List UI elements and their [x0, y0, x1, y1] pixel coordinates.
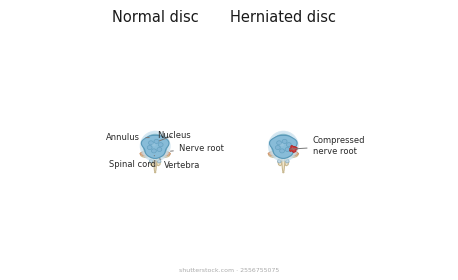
- Polygon shape: [285, 150, 299, 156]
- Text: Annulus: Annulus: [106, 133, 149, 142]
- Polygon shape: [269, 135, 297, 158]
- Ellipse shape: [268, 131, 299, 161]
- Text: Normal disc: Normal disc: [112, 10, 199, 25]
- Polygon shape: [150, 156, 155, 166]
- Ellipse shape: [282, 139, 287, 143]
- Text: shutterstock.com · 2556755075: shutterstock.com · 2556755075: [179, 268, 279, 273]
- Polygon shape: [278, 156, 283, 166]
- Polygon shape: [149, 159, 153, 163]
- Ellipse shape: [147, 146, 152, 150]
- Ellipse shape: [277, 141, 282, 145]
- Ellipse shape: [154, 153, 157, 155]
- Ellipse shape: [146, 137, 164, 155]
- Ellipse shape: [148, 141, 153, 145]
- Ellipse shape: [269, 132, 298, 160]
- Text: Spinal cord: Spinal cord: [109, 156, 156, 169]
- Polygon shape: [157, 151, 170, 157]
- Ellipse shape: [282, 153, 285, 155]
- Ellipse shape: [154, 139, 159, 143]
- Ellipse shape: [289, 147, 295, 151]
- Polygon shape: [140, 150, 153, 156]
- Ellipse shape: [286, 143, 291, 147]
- Ellipse shape: [141, 132, 169, 160]
- Ellipse shape: [272, 134, 295, 158]
- Ellipse shape: [152, 151, 159, 157]
- Polygon shape: [142, 135, 169, 158]
- Polygon shape: [268, 150, 282, 156]
- Ellipse shape: [270, 132, 297, 160]
- Ellipse shape: [152, 143, 156, 146]
- Ellipse shape: [154, 172, 156, 173]
- Ellipse shape: [285, 147, 290, 151]
- Text: Herniated disc: Herniated disc: [230, 10, 336, 25]
- Ellipse shape: [280, 149, 284, 153]
- Ellipse shape: [280, 151, 287, 157]
- Ellipse shape: [153, 152, 157, 156]
- Polygon shape: [285, 159, 289, 163]
- Ellipse shape: [292, 148, 294, 150]
- Text: Compressed
nerve root: Compressed nerve root: [290, 136, 365, 156]
- Polygon shape: [157, 159, 161, 163]
- Ellipse shape: [142, 133, 168, 159]
- Polygon shape: [285, 151, 298, 157]
- Ellipse shape: [274, 137, 293, 155]
- Ellipse shape: [143, 134, 167, 158]
- Polygon shape: [278, 159, 281, 163]
- Ellipse shape: [152, 149, 156, 153]
- Ellipse shape: [158, 143, 163, 147]
- Ellipse shape: [142, 132, 169, 160]
- Polygon shape: [285, 149, 290, 153]
- Text: Vertebra: Vertebra: [159, 159, 200, 170]
- Polygon shape: [140, 151, 153, 157]
- Ellipse shape: [270, 133, 296, 159]
- Polygon shape: [284, 156, 289, 166]
- Ellipse shape: [280, 143, 284, 146]
- Ellipse shape: [157, 147, 162, 151]
- Polygon shape: [268, 151, 282, 157]
- Ellipse shape: [275, 146, 280, 150]
- Ellipse shape: [143, 134, 168, 158]
- Polygon shape: [157, 150, 170, 156]
- Ellipse shape: [271, 134, 296, 158]
- Ellipse shape: [282, 152, 285, 156]
- Polygon shape: [289, 146, 297, 152]
- Ellipse shape: [140, 131, 170, 161]
- Text: Nerve root: Nerve root: [170, 144, 224, 153]
- Text: Nucleus: Nucleus: [157, 130, 191, 141]
- Ellipse shape: [283, 172, 284, 173]
- Polygon shape: [153, 158, 157, 172]
- Polygon shape: [282, 158, 285, 172]
- Polygon shape: [156, 156, 160, 166]
